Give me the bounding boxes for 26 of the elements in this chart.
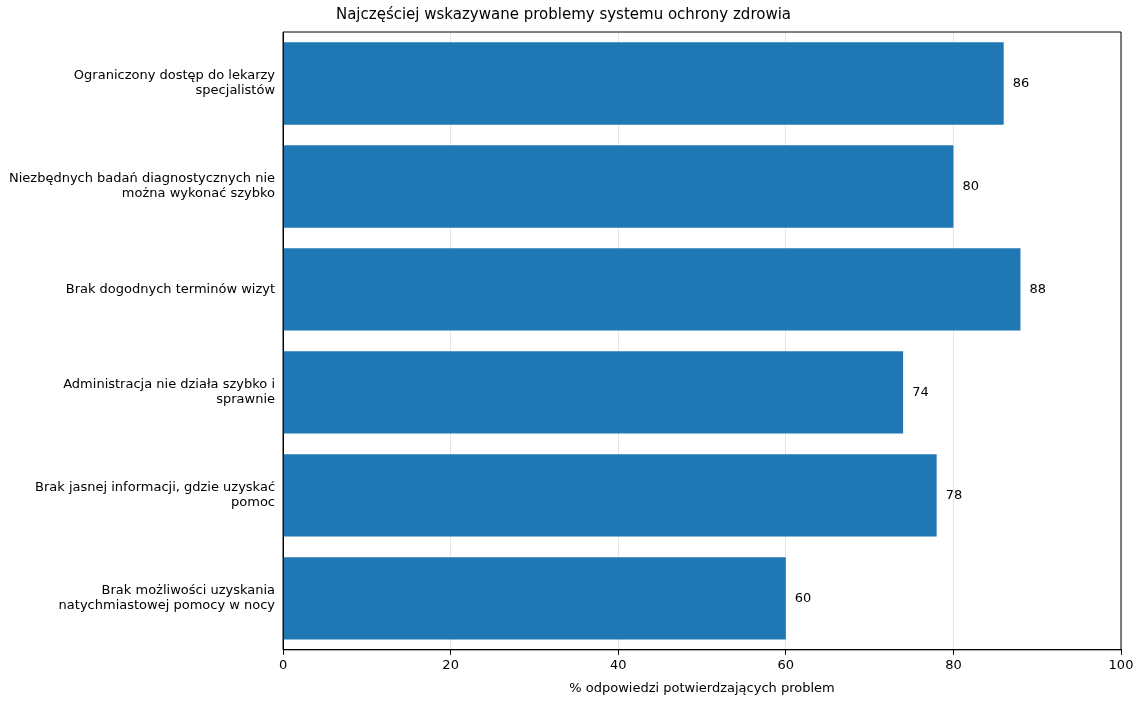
bar	[283, 42, 1004, 125]
x-tick-label: 20	[442, 656, 459, 672]
y-tick-label: Brak jasnej informacji, gdzie uzyskać pomoc	[35, 479, 276, 510]
chart-title: Najczęściej wskazywane problemy systemu ochrony zdrowia	[335, 4, 792, 23]
bar	[283, 248, 1021, 331]
x-axis-title: % odpowiedzi potwierdzających problem	[569, 679, 835, 695]
data-label: 74	[912, 383, 929, 399]
data-label: 78	[945, 486, 963, 502]
y-tick-label: Ograniczony dostęp do lekarzy specjalistów	[73, 67, 276, 98]
bar	[283, 145, 954, 228]
y-tick-label: Brak dogodnych terminów wizyt	[65, 280, 276, 296]
data-label: 60	[794, 589, 812, 605]
x-tick-label: 80	[945, 656, 962, 672]
y-tick-label: Niezbędnych badań diagnostycznych nie można wykonać szybko	[9, 170, 276, 201]
bar	[283, 351, 904, 434]
x-tick-label: 0	[278, 656, 288, 672]
data-label: 80	[962, 177, 979, 193]
x-tick-label: 40	[609, 656, 627, 672]
y-tick-label: Brak możliwości uzyskania natychmiastowej pomocy w nocy	[58, 582, 276, 613]
data-label: 88	[1029, 280, 1046, 296]
data-label: 86	[1012, 74, 1030, 90]
bar	[283, 557, 786, 640]
x-tick-label: 100	[1108, 656, 1134, 672]
x-tick-label: 60	[777, 656, 795, 672]
y-tick-label: Administracja nie działa szybko i sprawnie	[63, 376, 276, 407]
bar	[283, 454, 937, 537]
